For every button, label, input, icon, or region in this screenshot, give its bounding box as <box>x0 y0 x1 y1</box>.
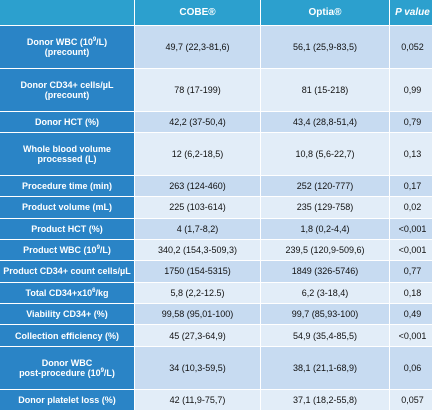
p-value: 0,79 <box>390 111 432 132</box>
cobe-value: 263 (124-460) <box>135 175 260 197</box>
row-label-donor-wbc-post: Donor WBC post-procedure (109/L) <box>0 346 134 389</box>
cobe-value: 34 (10,3-59,5) <box>135 346 260 389</box>
header-optia: Optia® <box>261 0 389 25</box>
p-value: 0,49 <box>390 304 432 325</box>
row-label-donor-cd34-precount: Donor CD34+ cells/µL (precount) <box>0 68 134 111</box>
cobe-value: 1750 (154-5315) <box>135 261 260 282</box>
optia-value: 37,1 (18,2-55,8) <box>261 389 389 410</box>
cobe-value: 340,2 (154,3-509,3) <box>135 239 260 261</box>
cobe-value: 225 (103-614) <box>135 197 260 218</box>
p-value: 0,99 <box>390 68 432 111</box>
optia-value: 1849 (326-5746) <box>261 261 389 282</box>
row-label-whole-blood-volume: Whole blood volume processed (L) <box>0 132 134 175</box>
row-label-product-hct: Product HCT (%) <box>0 218 134 239</box>
row-label-collection-efficiency: Collection efficiency (%) <box>0 325 134 346</box>
header-p-value: P value <box>390 0 432 25</box>
row-label-donor-hct: Donor HCT (%) <box>0 111 134 132</box>
optia-value: 38,1 (21,1-68,9) <box>261 346 389 389</box>
optia-value: 239,5 (120,9-509,6) <box>261 239 389 261</box>
cobe-value: 42,2 (37-50,4) <box>135 111 260 132</box>
row-label-donor-platelet-loss: Donor platelet loss (%) <box>0 389 134 410</box>
optia-value: 6,2 (3-18,4) <box>261 282 389 304</box>
p-value: 0,13 <box>390 132 432 175</box>
cobe-value: 45 (27,3-64,9) <box>135 325 260 346</box>
row-label-product-volume: Product volume (mL) <box>0 197 134 218</box>
p-value: 0,77 <box>390 261 432 282</box>
optia-value: 56,1 (25,9-83,5) <box>261 26 389 68</box>
cobe-value: 99,58 (95,01-100) <box>135 304 260 325</box>
cobe-value: 42 (11,9-75,7) <box>135 389 260 410</box>
p-value: 0,02 <box>390 197 432 218</box>
row-label-product-cd34-count: Product CD34+ count cells/µL <box>0 261 134 282</box>
optia-value: 10,8 (5,6-22,7) <box>261 132 389 175</box>
optia-value: 235 (129-758) <box>261 197 389 218</box>
row-label-total-cd34: Total CD34+x106/kg <box>0 282 134 304</box>
cobe-value: 49,7 (22,3-81,6) <box>135 26 260 68</box>
row-label-donor-wbc-precount: Donor WBC (109/L) (precount) <box>0 26 134 68</box>
p-value: <0,001 <box>390 218 432 239</box>
row-label-procedure-time: Procedure time (min) <box>0 175 134 197</box>
p-value: 0,17 <box>390 175 432 197</box>
optia-value: 54,9 (35,4-85,5) <box>261 325 389 346</box>
row-label-viability-cd34: Viability CD34+ (%) <box>0 304 134 325</box>
p-value: <0,001 <box>390 239 432 261</box>
cobe-value: 4 (1,7-8,2) <box>135 218 260 239</box>
optia-value: 1,8 (0,2-4,4) <box>261 218 389 239</box>
p-value: <0,001 <box>390 325 432 346</box>
cobe-value: 78 (17-199) <box>135 68 260 111</box>
p-value: 0,052 <box>390 26 432 68</box>
header-blank <box>0 0 134 25</box>
optia-value: 99,7 (85,93-100) <box>261 304 389 325</box>
row-label-product-wbc: Product WBC (109/L) <box>0 239 134 261</box>
p-value: 0,18 <box>390 282 432 304</box>
cobe-value: 5,8 (2,2-12.5) <box>135 282 260 304</box>
optia-value: 252 (120-777) <box>261 175 389 197</box>
optia-value: 43,4 (28,8-51,4) <box>261 111 389 132</box>
p-value: 0,057 <box>390 389 432 410</box>
p-value: 0,06 <box>390 346 432 389</box>
header-cobe: COBE® <box>135 0 260 25</box>
cobe-value: 12 (6,2-18,5) <box>135 132 260 175</box>
optia-value: 81 (15-218) <box>261 68 389 111</box>
